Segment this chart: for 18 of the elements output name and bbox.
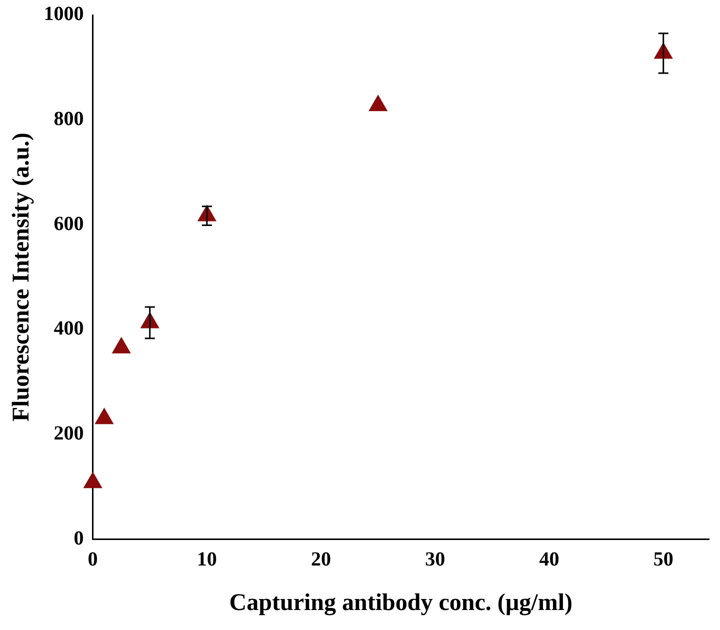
point xyxy=(95,408,114,424)
point xyxy=(84,472,102,488)
y-tick-label: 800 xyxy=(54,108,84,130)
x-tick-label: 20 xyxy=(311,548,332,570)
x-tick-label: 40 xyxy=(539,548,560,570)
y-tick-label: 600 xyxy=(54,212,84,235)
y-tick-label: 1000 xyxy=(44,3,84,26)
y-tick-label: 0 xyxy=(74,527,84,550)
y-tick-label: 200 xyxy=(54,422,84,445)
y-axis-title: Fluorescence Intensity (a.u.) xyxy=(8,132,35,422)
x-tick-label: 0 xyxy=(88,548,98,570)
y-tick-label: 400 xyxy=(54,318,84,340)
point xyxy=(368,95,388,112)
point xyxy=(112,337,130,354)
x-tick-label: 30 xyxy=(425,548,446,570)
x-tick-label: 10 xyxy=(196,548,217,570)
x-axis-title: Capturing antibody conc. (µg/ml) xyxy=(229,590,572,616)
x-tick-label: 50 xyxy=(653,548,674,570)
